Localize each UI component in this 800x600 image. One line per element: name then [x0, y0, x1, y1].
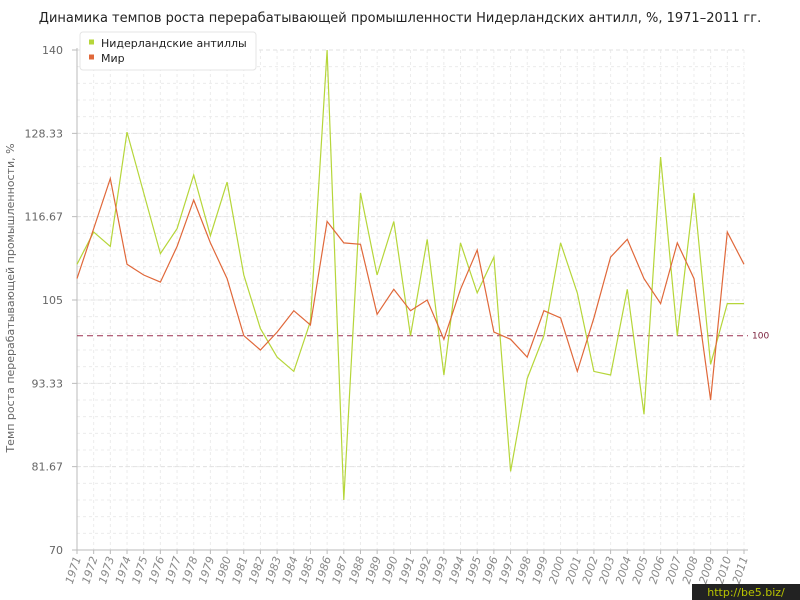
series-line-2: [76, 176, 745, 401]
grid: [76, 49, 745, 550]
legend-swatch-1: [89, 39, 94, 45]
legend-box: [79, 31, 257, 71]
y-tick-label: 70: [49, 544, 63, 557]
watermark: http://be5.biz/: [692, 584, 800, 600]
reference-line-group: 100: [77, 332, 769, 342]
y-tick-label: 128.33: [25, 127, 64, 140]
chart-title: Динамика темпов роста перерабатывающей п…: [39, 11, 761, 26]
y-tick-label: 105: [42, 294, 63, 307]
watermark-background: [692, 584, 800, 600]
watermark-text[interactable]: http://be5.biz/: [707, 586, 785, 599]
legend: Нидерландские антиллы Мир: [79, 31, 257, 71]
legend-label-2: Мир: [101, 52, 125, 65]
reference-line-label: 100: [752, 332, 769, 342]
y-tick-label: 81.67: [32, 461, 64, 474]
series-group: [76, 49, 745, 501]
y-axis-label: Темп роста перерабатывающей промышленнос…: [4, 143, 17, 453]
legend-label-1: Нидерландские антиллы: [101, 37, 247, 50]
y-tick-label: 140: [42, 44, 63, 57]
y-tick-label: 93.33: [32, 377, 64, 390]
series-line-1: [76, 49, 744, 501]
y-tick-label: 116.67: [25, 211, 64, 224]
legend-swatch-2: [89, 54, 94, 60]
